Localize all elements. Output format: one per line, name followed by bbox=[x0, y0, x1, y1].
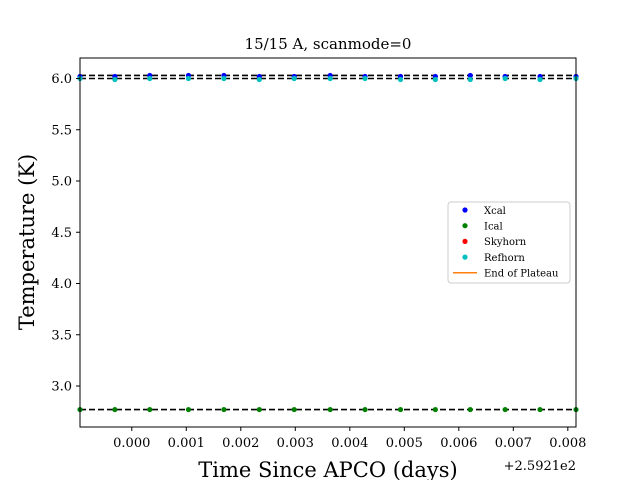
y-tick-label: 3.5 bbox=[51, 328, 72, 343]
legend-box bbox=[447, 201, 571, 284]
legend-entry: Ical bbox=[462, 222, 503, 233]
data-point bbox=[256, 406, 262, 413]
data-point bbox=[537, 76, 543, 83]
data-point bbox=[185, 406, 192, 413]
data-point bbox=[327, 75, 333, 82]
x-axis-offset-label: +2.5921e2 bbox=[504, 459, 576, 474]
data-point bbox=[147, 75, 153, 82]
y-axis-label: Temperature (K) bbox=[15, 154, 39, 330]
data-point bbox=[291, 75, 297, 82]
legend-point-marker bbox=[462, 254, 468, 260]
x-tick-label: 0.001 bbox=[168, 436, 205, 451]
legend-label: Refhorn bbox=[484, 253, 525, 264]
legend-entry: Xcal bbox=[462, 206, 506, 217]
legend-label: Skyhorn bbox=[484, 237, 527, 248]
data-point bbox=[502, 406, 508, 413]
data-point bbox=[502, 75, 508, 82]
legend-point-marker bbox=[462, 207, 468, 213]
data-point bbox=[362, 406, 368, 413]
y-tick-label: 5.0 bbox=[51, 175, 72, 190]
x-tick-label: 0.003 bbox=[277, 436, 314, 451]
data-point bbox=[185, 75, 192, 82]
chart-title: 15/15 A, scanmode=0 bbox=[245, 35, 412, 53]
x-tick-label: 0.006 bbox=[440, 436, 477, 451]
y-tick-label: 5.5 bbox=[51, 123, 72, 138]
data-point bbox=[327, 406, 333, 413]
y-axis: 3.0 3.5 4.0 4.5 5.0 5.5 6.0 bbox=[51, 72, 80, 395]
data-point bbox=[291, 406, 297, 413]
data-point bbox=[147, 406, 153, 413]
data-point bbox=[432, 76, 438, 83]
x-axis: 0.000 0.001 0.002 0.003 0.004 0.005 0.006 0.007… bbox=[113, 427, 586, 451]
data-point bbox=[221, 75, 227, 82]
y-tick-label: 6.0 bbox=[51, 72, 72, 87]
legend: Xcal Ical Skyhorn Refhorn End of Plateau bbox=[447, 201, 571, 284]
data-point bbox=[397, 406, 404, 413]
x-tick-label: 0.004 bbox=[331, 436, 368, 451]
data-point bbox=[467, 406, 473, 413]
data-point bbox=[112, 76, 118, 83]
data-point bbox=[256, 76, 262, 83]
data-point bbox=[467, 76, 473, 83]
plot-area bbox=[77, 72, 579, 413]
legend-entry: Refhorn bbox=[462, 253, 525, 264]
legend-label: Ical bbox=[484, 222, 503, 233]
series-refhorn bbox=[77, 75, 579, 83]
x-tick-label: 0.007 bbox=[495, 436, 532, 451]
data-point bbox=[112, 406, 118, 413]
data-point bbox=[467, 72, 473, 79]
legend-label: Xcal bbox=[484, 206, 506, 217]
x-axis-label: Time Since APCO (days) bbox=[198, 458, 457, 480]
data-point bbox=[362, 75, 368, 82]
y-tick-label: 4.0 bbox=[51, 277, 72, 292]
y-tick-label: 3.0 bbox=[51, 380, 72, 395]
x-tick-label: 0.002 bbox=[222, 436, 259, 451]
plot-frame bbox=[79, 57, 577, 428]
x-tick-label: 0.000 bbox=[113, 436, 150, 451]
legend-entry: Skyhorn bbox=[462, 237, 527, 248]
data-point bbox=[221, 406, 227, 413]
legend-point-marker bbox=[462, 238, 468, 244]
legend-label: End of Plateau bbox=[484, 269, 559, 280]
x-tick-label: 0.005 bbox=[386, 436, 423, 451]
data-point bbox=[432, 406, 438, 413]
y-tick-label: 4.5 bbox=[51, 226, 72, 241]
data-point bbox=[537, 406, 543, 413]
legend-point-marker bbox=[462, 223, 468, 229]
data-point bbox=[397, 76, 404, 83]
x-tick-label: 0.008 bbox=[549, 436, 586, 451]
legend-entry: End of Plateau bbox=[453, 269, 559, 280]
